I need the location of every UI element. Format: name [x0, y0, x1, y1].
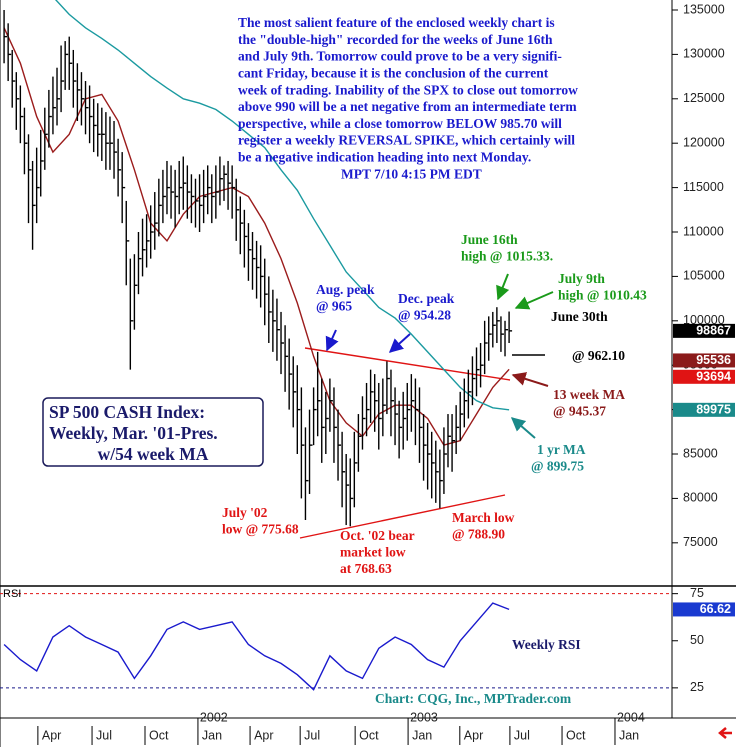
x-tick-label: Apr	[464, 728, 483, 742]
y-tick-label: 25	[690, 680, 704, 694]
price-tag	[673, 353, 735, 368]
commentary-line: register a weekly REVERSAL SPIKE, which …	[238, 133, 575, 148]
rsi-plot	[0, 593, 672, 691]
commentary-line: above 990 will be a net negative from an…	[238, 99, 577, 114]
callout-text: Oct. '02 bear	[340, 528, 415, 543]
callout-text: @ 965	[316, 299, 352, 314]
callout-text: @ 899.75	[531, 459, 584, 474]
commentary-line: The most salient feature of the enclosed…	[238, 15, 555, 30]
y-tick-label: 80000	[683, 491, 718, 505]
y-tick-label: 50	[690, 633, 704, 647]
callout-text: July '02	[222, 505, 268, 520]
callout-text: 13 week MA	[553, 387, 625, 402]
x-tick-label: Oct	[359, 728, 379, 742]
scroll-arrow	[718, 727, 732, 739]
callout-text: @ 788.90	[452, 527, 505, 542]
moving-average	[54, 0, 510, 411]
y-tick-label: 100000	[683, 313, 725, 327]
x-tick-label: Oct	[149, 728, 169, 742]
commentary-line: cant Friday, because it is the conclusio…	[238, 65, 549, 80]
x-tick-label: Jul	[96, 728, 112, 742]
price-tag	[673, 323, 735, 338]
price-tag	[673, 602, 735, 617]
y-tick-label: 75	[690, 586, 704, 600]
callout-text: Aug. peak	[316, 282, 375, 297]
callout-text: Dec. peak	[398, 291, 455, 306]
x-tick-label: Apr	[42, 728, 61, 742]
callout-text: June 16th	[461, 232, 518, 247]
callout-text: low @ 775.68	[222, 522, 299, 537]
x-tick-label: Jul	[304, 728, 320, 742]
callout-text: June 30th	[551, 309, 608, 324]
price-tag-label: 93694	[696, 370, 731, 384]
title-box-line: Weekly, Mar. '01-Pres.	[49, 423, 218, 443]
callout-text: @ 962.10	[572, 348, 625, 363]
commentary-line: be a negative indication heading into ne…	[238, 149, 531, 164]
title-box-line: SP 500 CASH Index:	[49, 402, 205, 422]
panel-title: RSI	[3, 588, 21, 600]
callout-text: high @ 1010.43	[558, 288, 647, 303]
y-tick-label: 120000	[683, 135, 725, 149]
year-label: 2004	[617, 710, 645, 724]
arrow	[510, 417, 536, 439]
commentary-line: the "double-high" recorded for the weeks…	[238, 32, 553, 47]
arrow	[496, 273, 510, 301]
x-tick-label: Oct	[566, 728, 586, 742]
commentary-line: MPT 7/10 4:15 PM EDT	[341, 166, 482, 181]
callout-text: @ 945.37	[553, 404, 606, 419]
y-tick-label: 105000	[683, 269, 725, 283]
y-tick-label: 115000	[683, 180, 724, 194]
callout-text: March low	[452, 510, 515, 525]
y-tick-label: 110000	[683, 224, 724, 238]
price-tag	[673, 402, 735, 417]
x-tick-label: Apr	[254, 728, 273, 742]
support-line	[299, 494, 506, 539]
price-tag	[673, 369, 735, 384]
price-plot	[3, 0, 513, 527]
commentary-line: perspective, while a close tomorrow BELO…	[238, 116, 562, 131]
moving-average	[3, 27, 510, 446]
rsi-line	[3, 602, 510, 691]
commentary-line: and July 9th. Tomorrow could prove to be…	[238, 49, 562, 64]
title-box-line: w/54 week MA	[98, 444, 209, 464]
callout-text: @ 954.28	[398, 308, 451, 323]
annotation-shapes	[42, 273, 732, 739]
y-tick-label: 130000	[683, 47, 725, 61]
annotation: Weekly RSI	[512, 637, 581, 652]
commentary-line: week of trading. Inability of the SPX to…	[238, 82, 578, 97]
price-tag-label: 66.62	[700, 602, 731, 616]
arrow	[388, 333, 411, 353]
callout-text: high @ 1015.33.	[461, 249, 553, 264]
callout-text: market low	[340, 545, 406, 560]
y-tick-label: 135000	[683, 2, 725, 16]
labels: 7500080000850009000095000100000105000110…	[3, 2, 735, 745]
x-tick-label: Jan	[619, 728, 639, 742]
price-tag-label: 98867	[696, 324, 731, 338]
y-tick-label: 125000	[683, 91, 725, 105]
y-tick-label: 75000	[683, 535, 718, 549]
arrow	[514, 291, 554, 310]
y-tick-label: 85000	[683, 446, 718, 460]
price-tag-label: 89975	[696, 403, 731, 417]
title-box	[42, 397, 264, 467]
x-tick-label: Jan	[202, 728, 222, 742]
x-tick-label: Jul	[514, 728, 530, 742]
arrow	[325, 329, 339, 352]
x-tick-label: Jan	[412, 728, 432, 742]
year-label: 2003	[410, 710, 438, 724]
arrow	[511, 372, 549, 387]
price-tag-label: 95536	[696, 353, 731, 367]
callout-text: July 9th	[558, 271, 605, 286]
callout-text: 1 yr MA	[537, 442, 586, 457]
credit: Chart: CQG, Inc., MPTrader.com	[375, 691, 572, 706]
callout-text: at 768.63	[340, 561, 392, 576]
year-label: 2002	[200, 710, 228, 724]
